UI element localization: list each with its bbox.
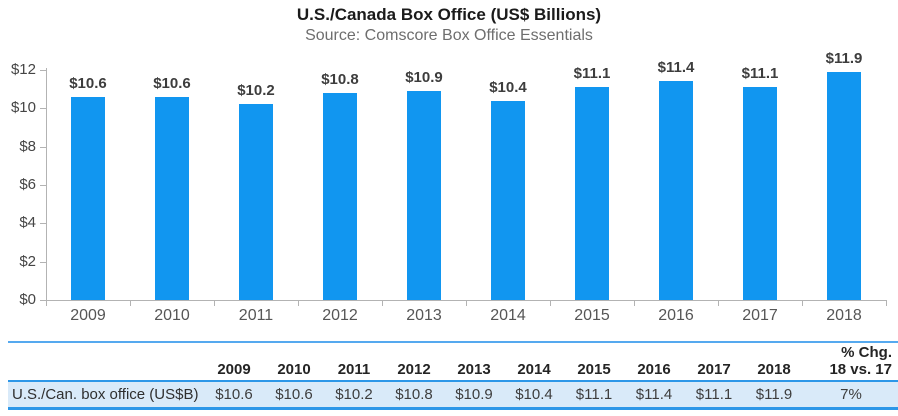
chart-bar <box>323 93 357 300</box>
table-value-cell: $10.6 <box>275 386 313 403</box>
chart-bar <box>491 101 525 300</box>
x-axis-tick <box>130 301 131 306</box>
bar-value-label: $10.6 <box>153 75 191 92</box>
table-data-row: U.S./Can. box office (US$B) $10.6 $10.6 $1… <box>8 382 898 407</box>
y-axis-line <box>46 68 47 301</box>
y-axis-tick <box>40 146 46 148</box>
table-value-cell: $10.4 <box>515 386 553 403</box>
y-axis-tick <box>40 185 46 186</box>
table-value-cell: $11.4 <box>635 386 673 403</box>
x-axis-tick <box>634 301 635 306</box>
table-year-values: $10.6 $10.6 $10.2 $10.8 $10.9 $10.4 $11.1 $11.4… <box>204 386 804 403</box>
table-bottom-border <box>8 407 898 410</box>
y-axis-tick <box>40 108 46 110</box>
x-axis-category-label: 2014 <box>490 307 526 324</box>
chart-bar <box>239 104 273 300</box>
x-axis-tick <box>298 301 299 306</box>
x-axis-category-label: 2009 <box>70 307 106 324</box>
x-axis-category-label: 2018 <box>826 307 862 324</box>
chart-subtitle: Source: Comscore Box Office Essentials <box>305 27 593 44</box>
x-axis-tick <box>382 301 383 306</box>
x-axis-tick <box>46 301 47 306</box>
data-table: 2009 2010 2011 2012 2013 2014 2015 2016 2017 2018… <box>8 341 898 410</box>
x-axis-tick <box>802 301 803 306</box>
y-axis-tick <box>40 70 46 71</box>
table-year-header-cell: 2009 <box>217 361 251 378</box>
chart-bar <box>407 91 441 300</box>
pct-chg-header-line1: % Chg. <box>841 344 892 361</box>
table-year-header-cell: 2018 <box>757 361 791 378</box>
bar-value-label: $10.4 <box>489 79 527 96</box>
table-pct-chg-value: 7% <box>840 386 862 403</box>
table-year-header-cell: 2012 <box>397 361 431 378</box>
table-value-cell: $10.9 <box>455 386 493 403</box>
pct-chg-header-line2: 18 vs. 17 <box>829 361 892 378</box>
x-axis-tick <box>886 301 887 306</box>
x-axis-category-label: 2012 <box>322 307 358 324</box>
chart-bar <box>575 87 609 300</box>
x-axis-tick <box>718 301 719 306</box>
chart-bar <box>155 97 189 300</box>
y-axis-tick-label: $10 <box>10 99 36 117</box>
table-year-header-cell: 2014 <box>517 361 551 378</box>
table-year-header-cell: 2016 <box>637 361 671 378</box>
x-axis-category-label: 2011 <box>238 307 274 324</box>
table-year-header-cell: 2010 <box>277 361 311 378</box>
table-year-header-cell: 2013 <box>457 361 491 378</box>
bar-value-label: $11.1 <box>573 65 611 82</box>
x-axis-tick <box>466 301 467 306</box>
table-year-header-cell: 2017 <box>697 361 731 378</box>
table-row-label: U.S./Can. box office (US$B) <box>12 386 199 403</box>
chart-bar <box>827 72 861 300</box>
y-axis-labels: $0 $2 $4 $6 $8 $10 $12 <box>0 61 36 308</box>
bar-value-label: $11.4 <box>657 59 695 76</box>
y-axis-tick-label: $8 <box>19 137 36 155</box>
x-axis-category-label: 2017 <box>742 307 778 324</box>
y-axis-tick <box>40 223 46 225</box>
table-header-row: 2009 2010 2011 2012 2013 2014 2015 2016 2017 2018… <box>8 343 898 380</box>
bar-value-label: $11.1 <box>741 65 779 82</box>
chart-title: U.S./Canada Box Office (US$ Billions) <box>296 5 602 24</box>
bar-value-label: $10.2 <box>237 82 275 99</box>
x-axis-category-label: 2013 <box>406 307 442 324</box>
y-axis-tick-label: $0 <box>19 291 36 308</box>
x-axis-category-label: 2016 <box>658 307 694 324</box>
table-top-border <box>8 341 898 343</box>
table-value-cell: $11.1 <box>575 386 613 403</box>
chart-bar <box>743 87 777 300</box>
y-axis-tick <box>40 261 46 263</box>
table-year-header-cell: 2015 <box>577 361 611 378</box>
table-value-cell: $10.8 <box>395 386 433 403</box>
chart-bar <box>659 81 693 300</box>
table-pct-chg-header: % Chg. 18 vs. 17 <box>804 344 898 378</box>
y-axis-tick-label: $4 <box>19 214 36 232</box>
x-axis-category-label: 2015 <box>574 307 610 324</box>
table-year-headers: 2009 2010 2011 2012 2013 2014 2015 2016 2017 2018 <box>204 361 804 378</box>
x-axis-labels: 2009 2010 2011 2012 2013 2014 2015 2016 2017 2018 <box>46 307 886 325</box>
x-axis-tick <box>214 301 215 306</box>
x-axis-category-label: 2010 <box>154 307 190 324</box>
table-value-cell: $10.6 <box>215 386 253 403</box>
y-axis-tick-label: $2 <box>19 252 36 270</box>
table-value-cell: $11.9 <box>755 386 793 403</box>
x-axis-tick <box>550 301 551 306</box>
bar-value-label: $11.9 <box>825 50 863 67</box>
bar-value-label: $10.8 <box>321 71 359 88</box>
table-header-separator <box>8 380 898 382</box>
y-axis-tick <box>40 300 46 301</box>
y-axis-tick-label: $6 <box>19 176 36 193</box>
table-value-cell: $11.1 <box>695 386 733 403</box>
x-axis-line <box>46 300 887 301</box>
bar-value-label: $10.6 <box>69 75 107 92</box>
table-year-header-cell: 2011 <box>337 361 371 378</box>
chart-bar <box>71 97 105 300</box>
y-axis-tick-label: $12 <box>10 61 36 78</box>
table-value-cell: $10.2 <box>335 386 373 403</box>
plot-area: $10.6 $10.6 $10.2 $10.8 $10.9 $10.4 $11.1 $11.4… <box>40 50 887 306</box>
bar-value-label: $10.9 <box>405 69 443 86</box>
